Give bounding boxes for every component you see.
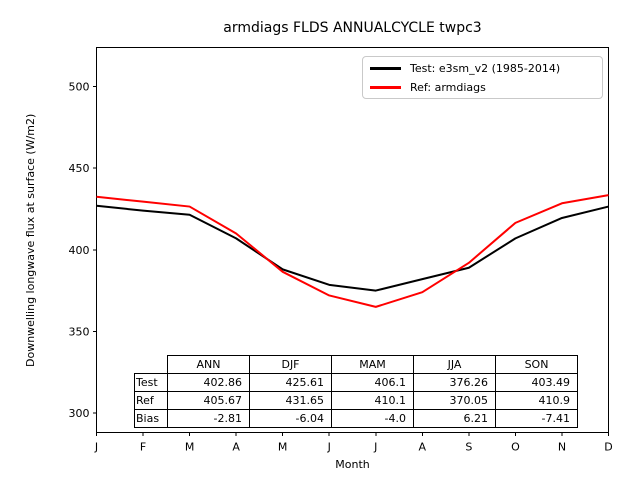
y-tick-label: 300 <box>69 407 90 420</box>
x-tick-label: A <box>232 441 240 454</box>
chart-title: armdiags FLDS ANNUALCYCLE twpc3 <box>223 20 482 36</box>
stats-table-value-cell: 6.21 <box>413 409 496 428</box>
stats-table: ANN DJF MAM JJA SON Test 402.86 425.61 406.1 376.… <box>134 355 578 428</box>
stats-table-row-ref: Ref 405.67 431.65 410.1 370.05 410.9 <box>134 391 578 410</box>
stats-table-value-cell: 410.1 <box>331 391 414 410</box>
test-line-sample <box>370 67 401 70</box>
axes-frame <box>96 47 609 433</box>
y-tick-label: 350 <box>69 325 90 338</box>
x-tick-label: M <box>185 441 195 454</box>
y-tick-label: 450 <box>69 162 90 175</box>
stats-table-value-cell: -2.81 <box>167 409 250 428</box>
stats-table-value-cell: 402.86 <box>167 373 250 392</box>
x-tick-label: O <box>511 441 520 454</box>
stats-table-value-cell: 376.26 <box>413 373 496 392</box>
legend-label-ref: Ref: armdiags <box>410 81 486 94</box>
test-line <box>96 204 609 292</box>
y-tick-label: 400 <box>69 244 90 257</box>
stats-table-col-header: JJA <box>413 355 496 374</box>
stats-table-value-cell: 410.9 <box>495 391 578 410</box>
stats-table-col-header: SON <box>495 355 578 374</box>
stats-table-row-bias: Bias -2.81 -6.04 -4.0 6.21 -7.41 <box>134 409 578 428</box>
stats-table-row-test: Test 402.86 425.61 406.1 376.26 403.49 <box>134 373 578 392</box>
stats-table-row-label: Bias <box>134 409 168 428</box>
x-tick-label: J <box>94 441 98 454</box>
stats-table-col-header: MAM <box>331 355 414 374</box>
stats-table-value-cell: -7.41 <box>495 409 578 428</box>
stats-table-header-row: ANN DJF MAM JJA SON <box>135 355 578 374</box>
x-tick-label: D <box>604 441 612 454</box>
x-tick-label: M <box>278 441 288 454</box>
stats-table-value-cell: 370.05 <box>413 391 496 410</box>
stats-table-value-cell: 431.65 <box>249 391 332 410</box>
x-tick-label: A <box>419 441 427 454</box>
y-axis-label: Downwelling longwave flux at surface (W/… <box>24 113 37 367</box>
y-tick-label: 500 <box>69 81 90 94</box>
stats-table-col-header: DJF <box>249 355 332 374</box>
stats-table-value-cell: -6.04 <box>249 409 332 428</box>
x-tick-label: N <box>558 441 566 454</box>
ref-line <box>96 194 609 308</box>
stats-table-value-cell: 425.61 <box>249 373 332 392</box>
legend-item-ref: Ref: armdiags <box>370 78 596 97</box>
x-tick-label: J <box>373 441 377 454</box>
x-tick-label: F <box>140 441 146 454</box>
x-axis-label: Month <box>335 458 370 471</box>
stats-table-value-cell: -4.0 <box>331 409 414 428</box>
stats-table-value-cell: 406.1 <box>331 373 414 392</box>
stats-table-row-label: Test <box>134 373 168 392</box>
legend-item-test: Test: e3sm_v2 (1985-2014) <box>370 59 596 78</box>
ref-line-sample <box>370 86 401 89</box>
legend-label-test: Test: e3sm_v2 (1985-2014) <box>410 62 561 75</box>
x-tick-label: J <box>327 441 331 454</box>
legend: Test: e3sm_v2 (1985-2014) Ref: armdiags <box>362 56 603 99</box>
stats-table-row-label: Ref <box>134 391 168 410</box>
x-tick-label: S <box>465 441 472 454</box>
stats-table-corner-cell <box>135 356 168 374</box>
stats-table-value-cell: 403.49 <box>495 373 578 392</box>
stats-table-value-cell: 405.67 <box>167 391 250 410</box>
stats-table-col-header: ANN <box>167 355 250 374</box>
